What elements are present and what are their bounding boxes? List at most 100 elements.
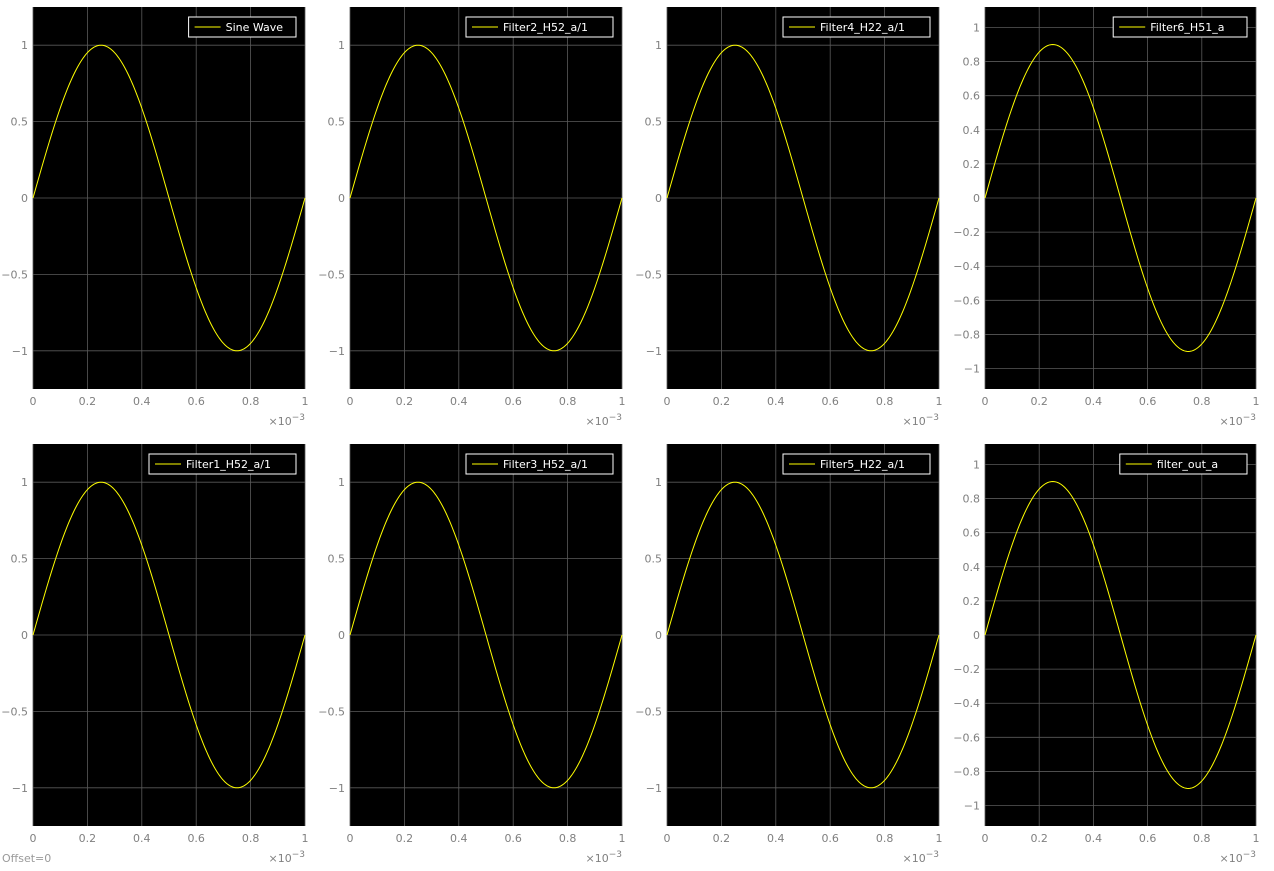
legend-label: Filter2_H52_a/1 bbox=[503, 21, 588, 34]
x-tick-label: 0.8 bbox=[1193, 395, 1211, 408]
x-tick-label: 1 bbox=[302, 395, 309, 408]
chart-panel-5: 0 0.2 0.4 0.6 0.8 1 −1 −0.5 0 0.5 1 ×10−3 Filter1_H5… bbox=[1, 444, 309, 865]
signal-trace bbox=[349, 481, 623, 789]
x-exponent-base: ×10 bbox=[1220, 852, 1243, 865]
x-exponent-label: ×10−3 bbox=[1220, 413, 1257, 428]
x-exponent-label: ×10−3 bbox=[586, 850, 623, 865]
y-tick-label: 0.8 bbox=[963, 56, 981, 69]
x-tick-label: 0.2 bbox=[396, 395, 414, 408]
x-exponent-label: ×10−3 bbox=[269, 413, 306, 428]
y-tick-label: 0.4 bbox=[963, 124, 981, 137]
x-exponent-power: −3 bbox=[609, 850, 622, 860]
x-tick-label: 0.8 bbox=[242, 832, 260, 845]
x-tick-label: 0.4 bbox=[133, 832, 151, 845]
legend: Filter3_H52_a/1 bbox=[465, 453, 614, 475]
x-exponent-power: −3 bbox=[609, 413, 622, 423]
x-tick-label: 0 bbox=[30, 832, 37, 845]
x-tick-label: 0.8 bbox=[559, 832, 577, 845]
y-tick-label: 1 bbox=[338, 39, 345, 52]
legend: Filter4_H22_a/1 bbox=[782, 16, 931, 38]
x-tick-label: 0.4 bbox=[133, 395, 151, 408]
x-tick-label: 0.8 bbox=[876, 832, 894, 845]
offset-label: Offset=0 bbox=[2, 852, 52, 865]
x-tick-label: 0.4 bbox=[450, 395, 468, 408]
y-tick-label: 0 bbox=[973, 629, 980, 642]
x-exponent-label: ×10−3 bbox=[586, 413, 623, 428]
y-tick-label: 0.5 bbox=[645, 553, 663, 566]
y-tick-label: −0.5 bbox=[318, 705, 345, 718]
y-tick-label: −1 bbox=[646, 782, 662, 795]
x-tick-label: 0.6 bbox=[504, 395, 522, 408]
x-exponent-power: −3 bbox=[1243, 850, 1256, 860]
y-tick-label: 0.5 bbox=[11, 116, 29, 129]
x-tick-label: 0.6 bbox=[1139, 832, 1157, 845]
x-exponent-label: ×10−3 bbox=[269, 850, 306, 865]
x-tick-label: 0.2 bbox=[79, 832, 97, 845]
x-tick-label: 0.8 bbox=[559, 395, 577, 408]
signal-trace bbox=[32, 44, 306, 352]
x-tick-label: 0.2 bbox=[396, 832, 414, 845]
x-tick-label: 0.4 bbox=[1085, 395, 1103, 408]
x-exponent-power: −3 bbox=[1243, 413, 1256, 423]
x-exponent-power: −3 bbox=[926, 850, 939, 860]
x-exponent-label: ×10−3 bbox=[1220, 850, 1257, 865]
x-tick-label: 0.4 bbox=[450, 832, 468, 845]
y-tick-label: 1 bbox=[338, 476, 345, 489]
x-tick-label: 0.6 bbox=[821, 395, 839, 408]
x-tick-label: 0.6 bbox=[187, 395, 205, 408]
legend-box bbox=[782, 16, 931, 38]
y-tick-label: −1 bbox=[12, 782, 28, 795]
x-tick-label: 0.2 bbox=[713, 395, 731, 408]
x-exponent-power: −3 bbox=[292, 850, 305, 860]
legend-label: Sine Wave bbox=[226, 21, 284, 34]
x-exponent-base: ×10 bbox=[269, 415, 292, 428]
x-tick-label: 0.6 bbox=[821, 832, 839, 845]
y-tick-label: 0.6 bbox=[963, 527, 981, 540]
x-tick-label: 0 bbox=[347, 395, 354, 408]
legend-box bbox=[188, 16, 297, 38]
x-tick-label: 0.2 bbox=[713, 832, 731, 845]
legend: Filter1_H52_a/1 bbox=[148, 453, 297, 475]
chart-panel-2: 0 0.2 0.4 0.6 0.8 1 −1 −0.5 0 0.5 1 ×10−3 Filter2_H5… bbox=[318, 7, 626, 428]
signal-trace bbox=[984, 481, 1257, 789]
legend-label: filter_out_a bbox=[1157, 458, 1218, 471]
y-tick-label: −0.5 bbox=[635, 268, 662, 281]
y-tick-label: −0.5 bbox=[1, 705, 28, 718]
y-tick-label: −1 bbox=[329, 782, 345, 795]
signal-trace bbox=[666, 481, 940, 789]
x-tick-label: 1 bbox=[1253, 832, 1260, 845]
chart-panel-1: 0 0.2 0.4 0.6 0.8 1 −1 −0.5 0 0.5 1 ×10−3 Sine Wave bbox=[1, 7, 309, 428]
y-tick-label: −0.2 bbox=[953, 226, 980, 239]
y-tick-label: −1 bbox=[964, 800, 980, 813]
x-tick-label: 0.2 bbox=[1030, 395, 1048, 408]
chart-panel-8: 0 0.2 0.4 0.6 0.8 1 −1 −0.8 −0.6 −0.4 −0.2 0 0.2 0.4 0… bbox=[953, 444, 1260, 865]
legend-label: Filter5_H22_a/1 bbox=[820, 458, 905, 471]
legend-box bbox=[1112, 16, 1248, 38]
x-tick-label: 1 bbox=[302, 832, 309, 845]
legend: Sine Wave bbox=[188, 16, 297, 38]
y-tick-label: 0.5 bbox=[328, 553, 346, 566]
legend-label: Filter1_H52_a/1 bbox=[186, 458, 271, 471]
y-tick-label: 1 bbox=[973, 458, 980, 471]
chart-panel-3: 0 0.2 0.4 0.6 0.8 1 −1 −0.5 0 0.5 1 ×10−3 Filter4_H2… bbox=[635, 7, 943, 428]
legend-box bbox=[782, 453, 931, 475]
legend-box bbox=[465, 16, 614, 38]
y-tick-label: 0 bbox=[21, 192, 28, 205]
legend: Filter2_H52_a/1 bbox=[465, 16, 614, 38]
x-tick-label: 0 bbox=[347, 832, 354, 845]
x-exponent-power: −3 bbox=[292, 413, 305, 423]
x-tick-label: 0.6 bbox=[504, 832, 522, 845]
y-tick-label: 0.4 bbox=[963, 561, 981, 574]
x-tick-label: 0.2 bbox=[1030, 832, 1048, 845]
x-tick-label: 0 bbox=[664, 395, 671, 408]
legend-label: Filter4_H22_a/1 bbox=[820, 21, 905, 34]
y-tick-label: −1 bbox=[646, 345, 662, 358]
y-tick-label: 0.5 bbox=[645, 116, 663, 129]
legend-box bbox=[148, 453, 297, 475]
x-tick-label: 1 bbox=[619, 395, 626, 408]
signal-trace bbox=[666, 44, 940, 352]
x-exponent-base: ×10 bbox=[1220, 415, 1243, 428]
y-tick-label: −0.5 bbox=[635, 705, 662, 718]
y-tick-label: −1 bbox=[12, 345, 28, 358]
